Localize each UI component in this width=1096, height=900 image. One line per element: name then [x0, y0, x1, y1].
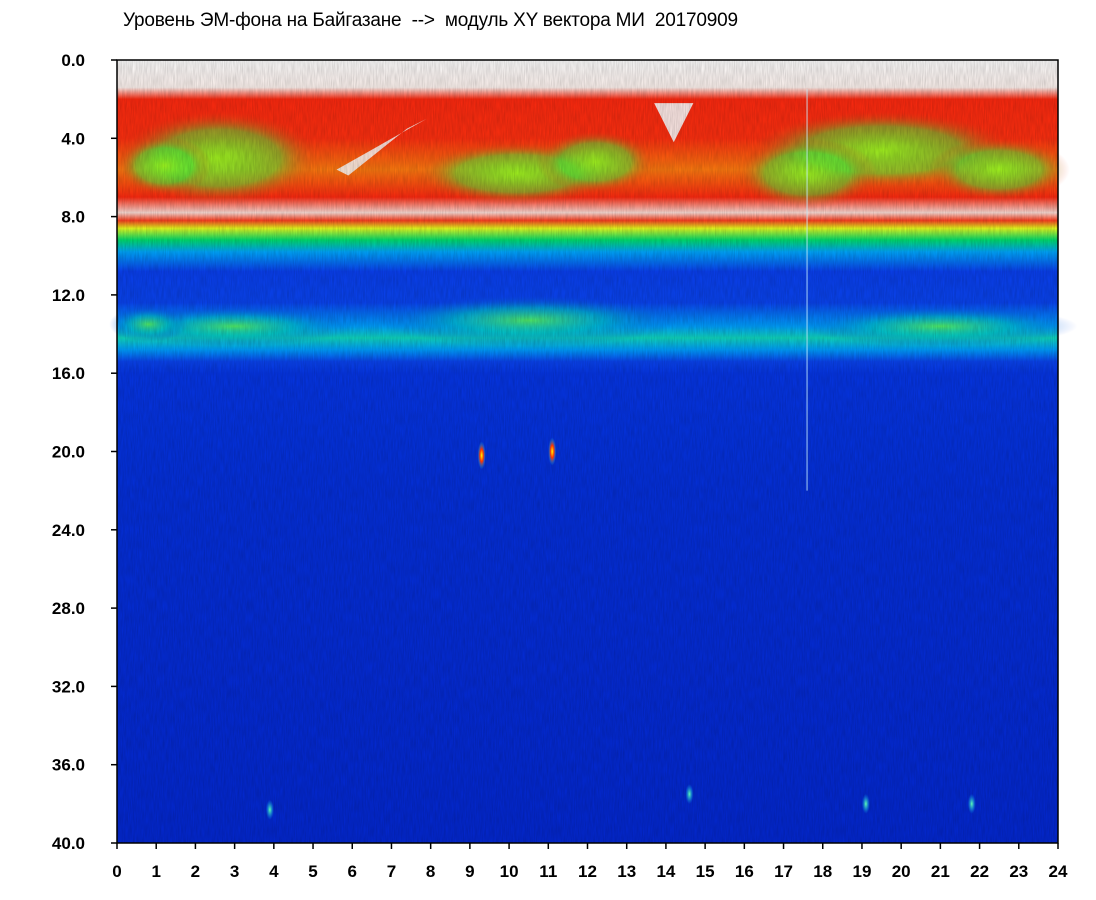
y-tick-label: 32.0: [52, 677, 85, 696]
chart-title: Уровень ЭМ-фона на Байгазане --> модуль …: [123, 10, 738, 31]
x-tick-label: 3: [230, 862, 239, 881]
x-tick-label: 9: [465, 862, 474, 881]
x-tick-label: 17: [774, 862, 793, 881]
x-tick-label: 12: [578, 862, 597, 881]
x-tick-label: 21: [931, 862, 950, 881]
x-tick-label: 18: [813, 862, 832, 881]
x-tick-label: 1: [151, 862, 160, 881]
y-tick-label: 20.0: [52, 443, 85, 462]
x-tick-label: 6: [348, 862, 357, 881]
x-tick-label: 16: [735, 862, 754, 881]
plot-area: [109, 59, 1078, 844]
y-tick-label: 0.0: [61, 51, 85, 70]
y-tick-label: 28.0: [52, 599, 85, 618]
x-tick-label: 8: [426, 862, 435, 881]
intensity-spot: [685, 784, 694, 805]
y-tick-label: 12.0: [52, 286, 85, 305]
intensity-spot: [967, 793, 976, 814]
y-tick-label: 40.0: [52, 834, 85, 853]
y-tick-label: 4.0: [61, 129, 85, 148]
y-axis: 0.0 4.0 8.0 12.0 16.0 20.0 24.0 28.0 32.0 36.0 40.…: [52, 51, 117, 853]
x-tick-label: 23: [1009, 862, 1028, 881]
x-tick-label: 7: [387, 862, 396, 881]
x-tick-label: 0: [112, 862, 121, 881]
heatmap-texture: [117, 60, 1058, 843]
x-tick-label: 14: [656, 862, 675, 881]
x-tick-label: 10: [500, 862, 519, 881]
x-tick-label: 4: [269, 862, 279, 881]
x-tick-label: 11: [539, 862, 557, 881]
x-axis: 0 1 2 3 4 5 6 7 8 9 10 11 12 13 14 15 16 17 18 19 20 21 22 23 24: [112, 843, 1068, 881]
x-tick-label: 13: [617, 862, 636, 881]
x-tick-label: 15: [696, 862, 715, 881]
intensity-spot: [477, 441, 486, 470]
x-tick-label: 24: [1049, 862, 1068, 881]
y-tick-label: 8.0: [61, 208, 85, 227]
intensity-spot: [861, 793, 870, 814]
x-tick-label: 20: [892, 862, 911, 881]
x-tick-label: 19: [852, 862, 871, 881]
y-tick-label: 24.0: [52, 521, 85, 540]
x-tick-label: 22: [970, 862, 989, 881]
y-tick-label: 36.0: [52, 756, 85, 775]
x-tick-label: 5: [308, 862, 317, 881]
intensity-spot: [265, 799, 274, 820]
intensity-spot: [548, 437, 557, 466]
x-tick-label: 2: [191, 862, 200, 881]
y-tick-label: 16.0: [52, 364, 85, 383]
